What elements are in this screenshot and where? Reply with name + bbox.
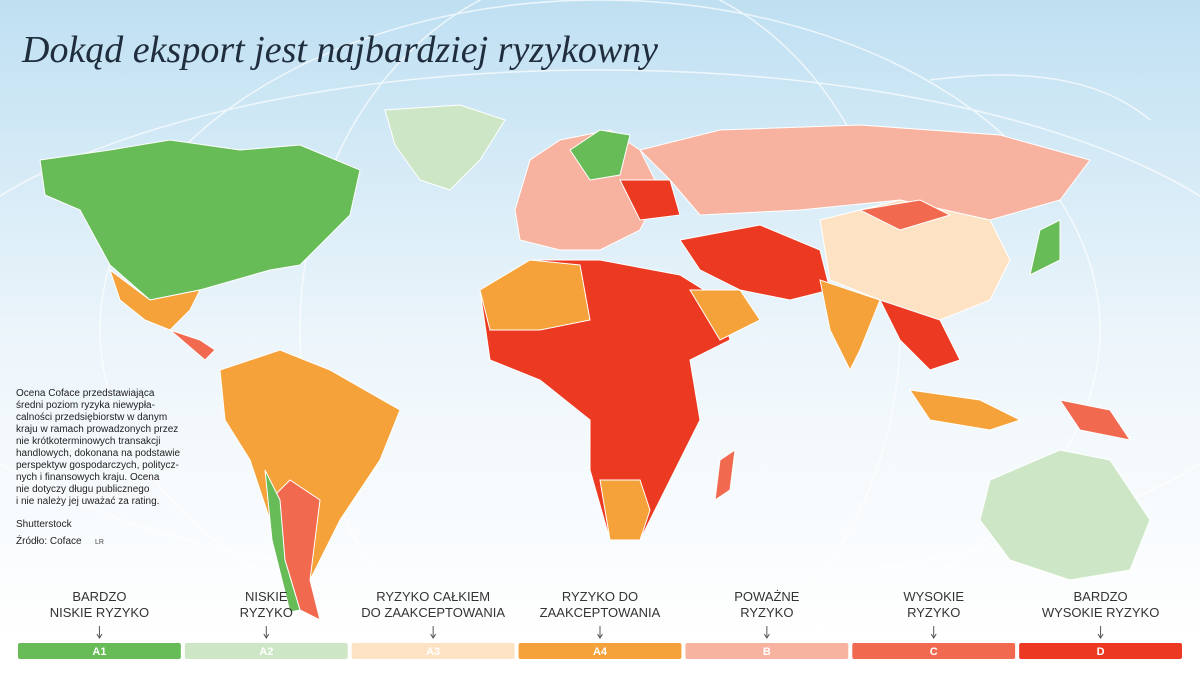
legend-label: BARDZO	[1073, 589, 1127, 604]
note-line: nie dotyczy długu publicznego	[16, 484, 150, 495]
russia	[639, 124, 1091, 221]
japan	[1029, 219, 1061, 276]
papua	[1058, 399, 1132, 441]
legend-arrowhead	[597, 633, 603, 639]
legend-code: B	[763, 646, 771, 658]
legend-label: ZAAKCEPTOWANIA	[540, 605, 661, 620]
legend-arrowhead	[430, 633, 437, 639]
legend-label: RYZYKO	[740, 605, 793, 620]
note-line: nych i finansowych kraju. Ocena	[16, 472, 160, 483]
arabia	[689, 289, 761, 341]
legend-label: POWAŻNE	[734, 589, 800, 604]
scandinavia	[569, 129, 631, 181]
note-line: nie krótkoterminowych transakcji	[16, 436, 161, 447]
note-line: perspektyw gospodarczych, politycz-	[16, 460, 179, 471]
legend-label: WYSOKIE	[903, 589, 964, 604]
legend-arrowhead	[930, 633, 937, 639]
legend-swatch	[18, 643, 181, 659]
legend-label: NISKIE	[245, 589, 288, 604]
legend-code: A1	[92, 646, 106, 658]
australia	[979, 449, 1151, 581]
legend-label: RYZYKO DO	[562, 589, 638, 604]
legend-code: D	[1097, 646, 1105, 658]
legend-swatch	[351, 643, 515, 659]
note-line: handlowych, dokonana na podstawie	[16, 448, 180, 459]
mongolia	[858, 199, 952, 231]
legend-label: NISKIE RYZYKO	[50, 605, 149, 620]
chile	[264, 469, 301, 613]
legend-label: RYZYKO CAŁKIEM	[376, 589, 490, 604]
author: LR	[95, 539, 104, 546]
central-america	[169, 329, 216, 361]
legend-swatch	[685, 643, 849, 659]
legend-label: DO ZAAKCEPTOWANIA	[361, 605, 505, 620]
legend-code: A3	[426, 646, 440, 658]
legend-label: BARDZO	[72, 589, 126, 604]
indonesia	[908, 389, 1022, 431]
legend-code: A2	[259, 646, 273, 658]
legend-swatch	[518, 643, 682, 659]
note-line: kraju w ramach prowadzonych przez	[16, 424, 178, 435]
note-line: średni poziom ryzyka niewypła-	[16, 400, 155, 411]
north-africa	[479, 259, 591, 331]
note-line: calności przedsiębiorstw w danym	[16, 412, 167, 423]
middle-east	[679, 224, 831, 301]
legend-code: A4	[593, 646, 608, 658]
south-africa	[599, 479, 651, 541]
southeast-asia	[879, 299, 961, 371]
note-line: i nie należy jej uważać za rating.	[16, 496, 159, 507]
photo-credit: Shutterstock	[16, 519, 73, 530]
india	[819, 279, 881, 372]
world-map	[39, 104, 1151, 622]
north-america	[39, 139, 361, 301]
title: Dokąd eksport jest najbardziej ryzykowny	[21, 29, 658, 71]
legend-code: C	[930, 646, 938, 658]
legend-swatch	[852, 643, 1016, 659]
ukraine-belarus	[619, 179, 681, 221]
greenland	[384, 104, 506, 191]
note-line: Ocena Coface przedstawiająca	[16, 388, 155, 399]
legend-label: RYZYKO	[240, 605, 293, 620]
legend-label: WYSOKIE RYZYKO	[1042, 605, 1160, 620]
legend-swatch	[184, 643, 348, 659]
legend-label: RYZYKO	[907, 605, 960, 620]
legend-arrowhead	[96, 633, 103, 639]
madagascar	[714, 448, 736, 502]
legend-arrowhead	[1097, 633, 1104, 639]
mexico	[109, 268, 201, 331]
legend-arrowhead	[763, 633, 770, 639]
source: Źródło: Coface	[16, 534, 82, 547]
legend-arrowhead	[263, 633, 270, 639]
legend-swatch	[1019, 643, 1182, 659]
